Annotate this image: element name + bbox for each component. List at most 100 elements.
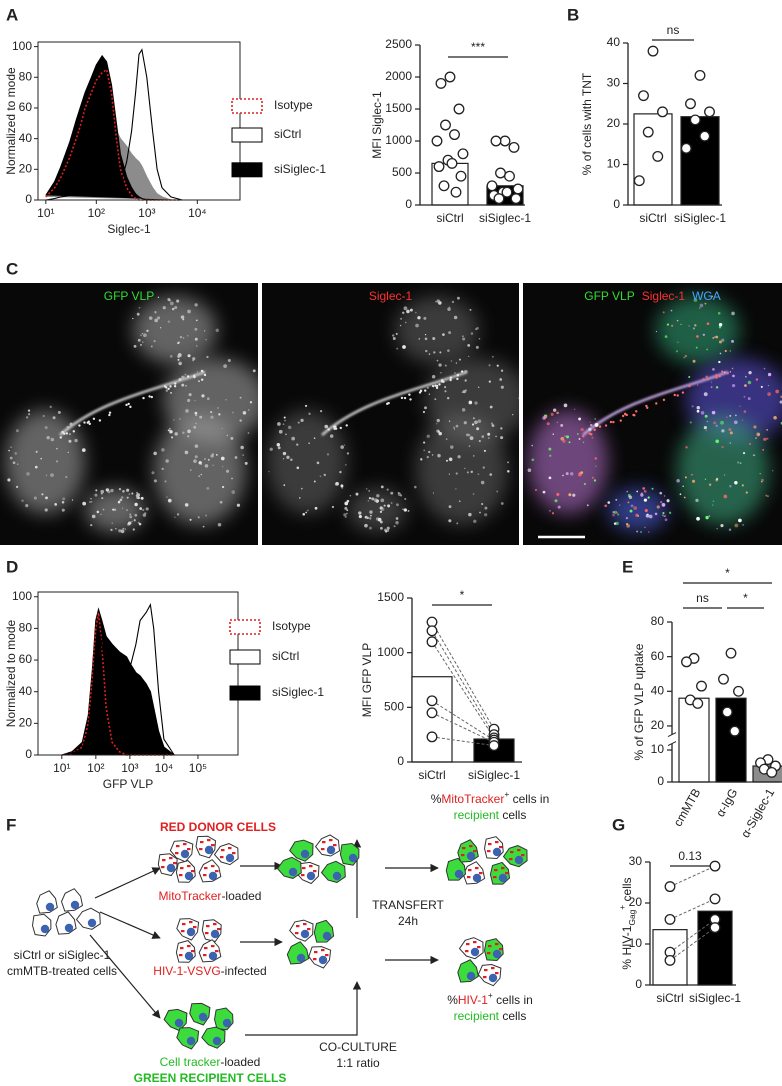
x-tick-label: siCtrl <box>639 211 666 225</box>
puncta <box>712 367 715 371</box>
puncta <box>460 370 464 373</box>
data-point <box>725 647 737 659</box>
puncta <box>488 364 491 367</box>
data-point <box>696 680 707 692</box>
text-piece: RED DONOR CELLS <box>160 820 276 834</box>
puncta <box>731 339 734 343</box>
puncta <box>675 350 679 353</box>
puncta <box>435 386 439 390</box>
puncta <box>428 353 431 355</box>
puncta <box>723 474 726 476</box>
puncta <box>549 454 552 457</box>
mito-dot <box>465 950 469 953</box>
text-piece: -loaded <box>221 889 261 903</box>
puncta <box>482 466 486 469</box>
puncta <box>40 457 42 460</box>
nucleus <box>472 873 482 883</box>
puncta <box>594 418 597 420</box>
mito-dot <box>495 972 499 975</box>
y-tick-label: 20 <box>629 895 643 909</box>
puncta <box>83 421 86 424</box>
puncta <box>448 420 451 422</box>
nucleus <box>45 902 55 912</box>
puncta <box>195 413 198 417</box>
puncta <box>476 326 479 330</box>
puncta <box>65 432 69 435</box>
puncta <box>666 323 669 326</box>
puncta <box>715 477 719 481</box>
puncta <box>182 431 185 435</box>
puncta <box>554 499 558 503</box>
data-point <box>438 180 450 192</box>
y-axis-label: % of cells with TNT <box>580 72 594 175</box>
puncta <box>542 416 546 420</box>
puncta <box>688 325 690 327</box>
puncta <box>488 380 491 383</box>
puncta <box>196 371 199 373</box>
puncta <box>219 500 223 504</box>
schematic-text: recipient cells <box>454 1009 527 1023</box>
legend-swatch <box>231 127 263 143</box>
significance-label: ns <box>667 23 680 37</box>
puncta <box>291 436 296 441</box>
nucleus <box>322 931 332 941</box>
text-piece: GFP VLP <box>584 289 634 303</box>
mito-dot <box>176 845 180 848</box>
puncta <box>215 328 219 333</box>
puncta <box>300 487 303 490</box>
puncta <box>346 499 350 503</box>
puncta <box>403 508 407 512</box>
histogram-curve <box>45 54 183 201</box>
channel-label: GFP VLP <box>104 289 154 303</box>
puncta <box>451 300 455 304</box>
puncta <box>391 334 395 337</box>
puncta <box>387 401 390 405</box>
y-tick-label: 1000 <box>385 133 412 147</box>
puncta <box>720 420 724 425</box>
puncta <box>654 512 658 516</box>
puncta <box>595 465 597 467</box>
puncta <box>142 508 145 512</box>
puncta <box>646 513 649 515</box>
puncta <box>477 473 480 476</box>
puncta <box>455 488 457 490</box>
nucleus <box>70 900 80 910</box>
puncta <box>703 392 708 397</box>
puncta <box>184 503 189 507</box>
mito-dot <box>484 969 488 972</box>
cell <box>213 1007 234 1031</box>
legend-label: Isotype <box>274 98 313 112</box>
panel-letter: G <box>612 815 625 834</box>
puncta <box>734 523 739 528</box>
data-point <box>426 695 438 707</box>
puncta <box>568 441 571 444</box>
puncta <box>431 375 436 379</box>
puncta <box>761 481 763 483</box>
puncta <box>313 437 316 439</box>
puncta <box>35 450 38 453</box>
puncta <box>704 302 707 305</box>
puncta <box>221 427 223 429</box>
puncta <box>206 487 210 490</box>
puncta <box>593 479 597 482</box>
puncta <box>578 472 582 477</box>
puncta <box>468 400 473 405</box>
puncta <box>440 372 442 374</box>
mito-dot <box>211 945 215 948</box>
panel-letter: C <box>6 259 18 278</box>
cell <box>201 919 222 943</box>
puncta <box>467 355 470 358</box>
puncta <box>15 485 19 489</box>
y-tick-label: 20 <box>607 116 621 130</box>
mito-dot <box>295 932 299 935</box>
mito-dot <box>301 874 305 877</box>
puncta <box>131 520 133 523</box>
x-tick-label: 10³ <box>138 206 155 220</box>
mito-dot <box>182 923 186 926</box>
puncta <box>477 419 482 423</box>
puncta <box>148 395 151 398</box>
puncta <box>715 386 719 389</box>
puncta <box>761 478 764 482</box>
puncta <box>723 371 726 374</box>
